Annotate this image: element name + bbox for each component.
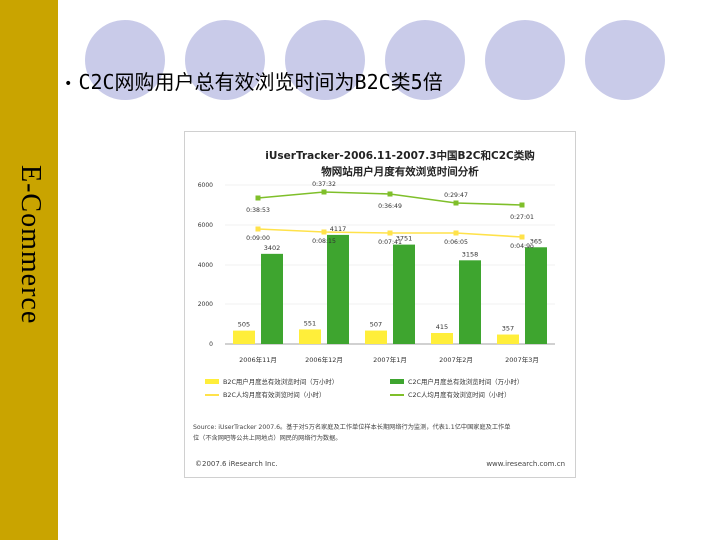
point-label-b2c-3: 0:06:05 — [444, 239, 468, 246]
point-c2c-1 — [321, 189, 327, 195]
chart-image: iUserTracker-2006.11-2007.3中国B2C和C2C类购 物… — [184, 131, 576, 478]
xtick-label-0: 2006年11月 — [239, 355, 277, 364]
point-c2c-2 — [387, 191, 393, 197]
xtick-label-2: 2007年1月 — [373, 355, 407, 364]
point-b2c-0 — [255, 226, 261, 232]
bar-label-c2c-4: 365 — [530, 237, 542, 245]
bar-label-b2c-4: 357 — [502, 325, 514, 333]
bar-b2c-3 — [431, 333, 453, 344]
slide-headline: • C2C网购用户总有效浏览时间为B2C类5倍 — [64, 66, 443, 95]
ytick-label-2: 4000 — [198, 262, 213, 269]
bar-label-c2c-2: 3751 — [396, 235, 413, 243]
bar-c2c-0 — [261, 253, 283, 344]
point-label-b2c-0: 0:09:00 — [246, 235, 270, 242]
bar-c2c-4 — [525, 247, 547, 344]
bar-c2c-3 — [459, 260, 481, 344]
point-label-c2c-4: 0:27:01 — [510, 214, 534, 221]
legend-c2c-bar: C2C用户月度总有效浏览时间（万小时） — [408, 378, 524, 386]
ytick-label-0: 6000 — [198, 182, 213, 189]
point-c2c-3 — [453, 200, 459, 206]
point-b2c-4 — [519, 234, 525, 240]
bar-b2c-0 — [233, 330, 255, 344]
deco-circle-5 — [485, 20, 565, 100]
point-b2c-1 — [321, 229, 327, 235]
point-label-c2c-1: 0:37:32 — [312, 181, 336, 188]
bar-label-b2c-2: 507 — [370, 321, 382, 329]
chart-copyright: ©2007.6 iResearch Inc. — [195, 460, 278, 468]
chart-plot: 6000 6000 4000 2000 0 505 3402 2006年11月 551 4117 2… — [198, 181, 555, 364]
xtick-label-1: 2006年12月 — [305, 355, 343, 364]
xtick-label-3: 2007年2月 — [439, 355, 473, 364]
side-label: E-Commerce — [15, 165, 46, 325]
legend-swatch-b2c-bar — [205, 379, 219, 384]
bullet: • — [64, 75, 73, 92]
legend-b2c-line: B2C人均月度有效浏览时间（小时） — [223, 391, 326, 399]
deco-circle-2 — [185, 20, 265, 100]
source-line-1: Source: iUserTracker 2007.6。基于对5万名家庭及工作单… — [193, 424, 511, 431]
ytick-label-4: 0 — [209, 341, 213, 348]
legend-swatch-c2c-bar — [390, 379, 404, 384]
bar-label-c2c-1: 4117 — [330, 225, 347, 233]
bar-c2c-2 — [393, 244, 415, 344]
point-label-c2c-0: 0:38:53 — [246, 207, 270, 214]
bar-label-b2c-0: 505 — [238, 321, 250, 329]
legend-swatch-b2c-line — [205, 394, 219, 396]
deco-circle-4 — [385, 20, 465, 100]
point-label-c2c-2: 0:36:49 — [378, 203, 402, 210]
bar-b2c-1 — [299, 329, 321, 344]
legend-swatch-c2c-line — [390, 394, 404, 396]
bar-label-b2c-1: 551 — [304, 319, 316, 327]
point-label-b2c-4: 0:04:9o — [510, 243, 534, 250]
legend-c2c-line: C2C人均月度有效浏览时间（小时） — [408, 391, 511, 399]
point-c2c-0 — [255, 195, 261, 201]
legend-b2c-bar: B2C用户月度总有效浏览时间（万小时） — [223, 378, 339, 386]
bar-label-c2c-0: 3402 — [264, 244, 281, 252]
source-line-2: 位（不含网吧等公共上网地点）网民的网络行为数据。 — [193, 435, 342, 442]
bar-label-c2c-3: 3158 — [462, 250, 479, 258]
bar-label-b2c-3: 415 — [436, 323, 448, 331]
point-label-b2c-1: 0:08:15 — [312, 238, 336, 245]
deco-circle-3 — [285, 20, 365, 100]
sidebar-band: E-Commerce — [0, 0, 58, 540]
bar-b2c-4 — [497, 334, 519, 344]
headline-text: C2C网购用户总有效浏览时间为B2C类5倍 — [78, 70, 443, 94]
chart-title-line-2: 物网站用户月度有效浏览时间分析 — [321, 166, 479, 178]
xtick-label-4: 2007年3月 — [505, 355, 539, 364]
bar-c2c-1 — [327, 234, 349, 344]
chart-title-line-1: iUserTracker-2006.11-2007.3中国B2C和C2C类购 — [265, 150, 535, 162]
point-b2c-3 — [453, 230, 459, 236]
deco-circle-6 — [585, 20, 665, 100]
chart-source: Source: iUserTracker 2007.6。基于对5万名家庭及工作单… — [193, 422, 568, 444]
point-label-c2c-3: 0:29:47 — [444, 192, 468, 199]
point-label-b2c-2: 0:07:41 — [378, 239, 402, 246]
chart-url: www.iresearch.com.cn — [486, 460, 565, 468]
ytick-label-1: 6000 — [198, 222, 213, 229]
point-b2c-2 — [387, 230, 393, 236]
ytick-label-3: 2000 — [198, 301, 213, 308]
bar-b2c-2 — [365, 330, 387, 344]
deco-circle-1 — [85, 20, 165, 100]
point-c2c-4 — [519, 202, 525, 208]
